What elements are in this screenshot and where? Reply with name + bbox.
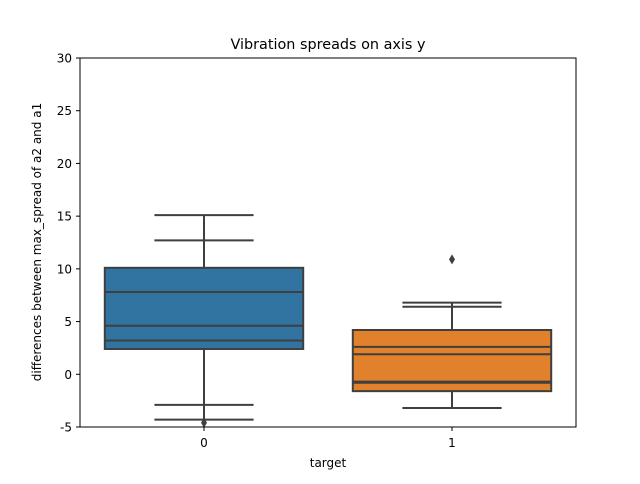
y-tick-label-0: 0 [64, 368, 72, 382]
x-tick-label-0: 0 [200, 436, 208, 450]
y-tick-label-5: 5 [64, 315, 72, 329]
plot-frame [79, 57, 577, 428]
y-tick-label--5: -5 [60, 421, 72, 435]
y-tick-label-10: 10 [57, 262, 72, 276]
axes: -5 0 5 10 15 20 25 30 0 1 [57, 52, 577, 450]
outlier-0-0 [201, 417, 207, 428]
y-axis-label: differences between max_spread of a2 and… [30, 103, 44, 381]
y-tick-label-20: 20 [57, 157, 72, 171]
outlier-1-0 [449, 254, 455, 265]
y-tick-label-25: 25 [57, 104, 72, 118]
x-tick-label-1: 1 [448, 436, 456, 450]
chart-title: Vibration spreads on axis y [230, 37, 426, 53]
plot-marks [103, 214, 553, 428]
x-axis-label: target [310, 456, 347, 470]
box-0 [103, 266, 305, 350]
y-tick-label-15: 15 [57, 210, 72, 224]
y-tick-label-30: 30 [57, 52, 72, 66]
